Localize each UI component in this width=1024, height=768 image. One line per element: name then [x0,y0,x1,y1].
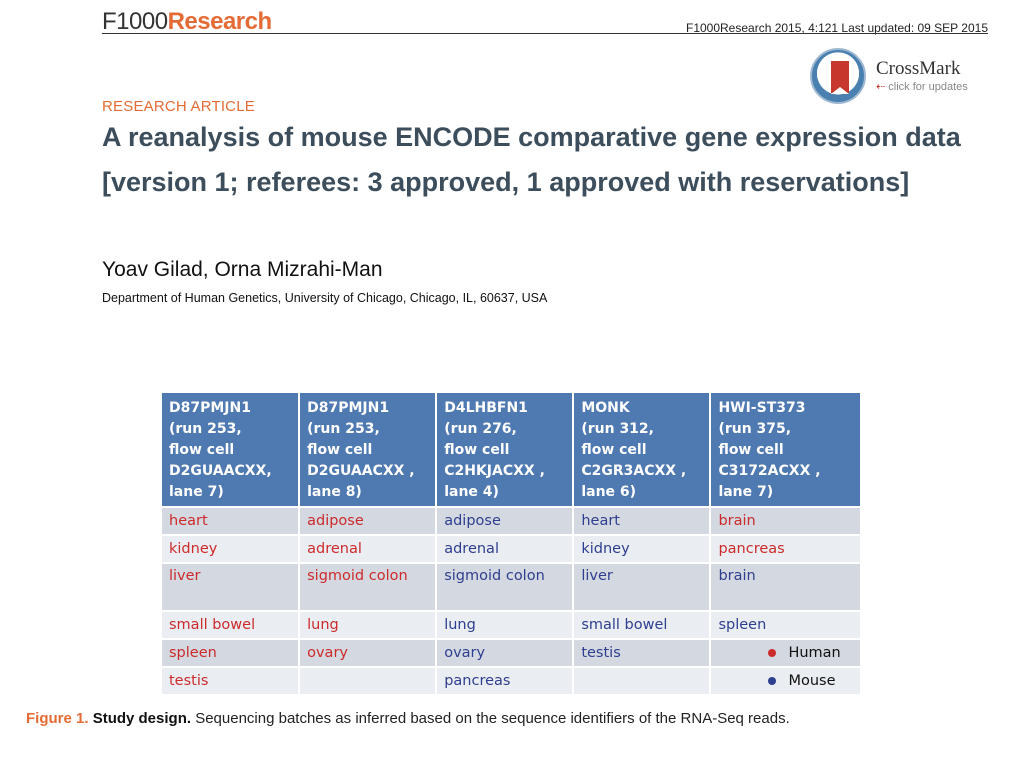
table-cell: testis [573,638,712,667]
header-divider [102,33,988,34]
f1000research-logo[interactable]: F1000Research [102,8,272,36]
table-cell: kidney [162,534,301,563]
table-header-row: D87PMJN1 (run 253, flow cell D2GUAACXX, … [162,393,862,507]
table-cell: spleen [710,610,862,639]
arrow-left-icon: ⇠ [876,81,886,93]
legend-mouse-label: Mouse [788,673,836,689]
table-cell: adrenal [436,534,575,563]
mouse-dot-icon [768,677,777,685]
article-title: A reanalysis of mouse ENCODE comparative… [102,122,961,197]
legend-human: Human [710,638,862,667]
article-authors: Yoav Gilad, Orna Mizrahi-Man [102,258,383,281]
table-cell: testis [162,666,301,694]
figure-text: Sequencing batches as inferred based on … [195,710,790,727]
crossmark-subtitle: ⇠ click for updates [876,80,968,93]
table-cell: heart [573,506,712,535]
study-design-table: D87PMJN1 (run 253, flow cell D2GUAACXX, … [162,393,862,694]
logo-prefix: F1000 [102,8,168,35]
table-cell: sigmoid colon [299,562,438,611]
table-cell: heart [162,506,301,535]
crossmark-title: CrossMark [876,58,961,79]
table-cell: ovary [299,638,438,667]
table-row: kidney adrenal adrenal kidney pancreas [162,534,862,563]
citation-line: F1000Research 2015, 4:121 Last updated: … [685,21,988,35]
table-cell [299,666,438,694]
table-cell: brain [710,562,862,611]
table-cell: adipose [436,506,575,535]
legend-mouse: Mouse [710,666,862,694]
table-cell: small bowel [162,610,301,639]
logo-suffix: Research [167,8,273,35]
figure-label: Figure 1. [26,710,89,727]
table-row: spleen ovary ovary testis Human [162,638,862,667]
crossmark-subtitle-text: click for updates [888,81,968,93]
table-cell: lung [299,610,438,639]
table-cell: ovary [436,638,575,667]
table-row: small bowel lung lung small bowel spleen [162,610,862,639]
crossmark-badge[interactable]: CrossMark ⇠ click for updates [810,48,970,106]
table-cell [573,666,712,694]
table-cell: kidney [573,534,712,563]
bookmark-icon [831,61,849,94]
table-row: liver sigmoid colon sigmoid colon liver … [162,562,862,611]
table-cell: brain [710,506,862,535]
column-header: D87PMJN1 (run 253, flow cell D2GUAACXX, … [162,393,301,507]
legend-human-label: Human [788,645,841,661]
table-cell: sigmoid colon [436,562,575,611]
column-header: D4LHBFN1 (run 276, flow cell C2HKJACXX ,… [436,393,575,507]
table-row: testis pancreas Mouse [162,666,862,694]
table-cell: adrenal [299,534,438,563]
column-header: MONK (run 312, flow cell C2GR3ACXX , lan… [573,393,712,507]
table-cell: lung [436,610,575,639]
table-cell: adipose [299,506,438,535]
article-affiliation: Department of Human Genetics, University… [102,291,548,305]
table-cell: liver [162,562,301,611]
figure-caption: Figure 1. Study design. Sequencing batch… [26,710,790,727]
table-cell: small bowel [573,610,712,639]
human-dot-icon [768,649,777,657]
table-cell: spleen [162,638,301,667]
figure-heading: Study design. [92,710,192,727]
crossmark-icon [810,48,866,104]
table-cell: pancreas [710,534,862,563]
table-row: heart adipose adipose heart brain [162,506,862,535]
table-cell: pancreas [436,666,575,694]
article-type: RESEARCH ARTICLE [102,98,255,115]
column-header: D87PMJN1 (run 253, flow cell D2GUAACXX ,… [299,393,438,507]
column-header: HWI-ST373 (run 375, flow cell C3172ACXX … [710,393,862,507]
table-cell: liver [573,562,712,611]
